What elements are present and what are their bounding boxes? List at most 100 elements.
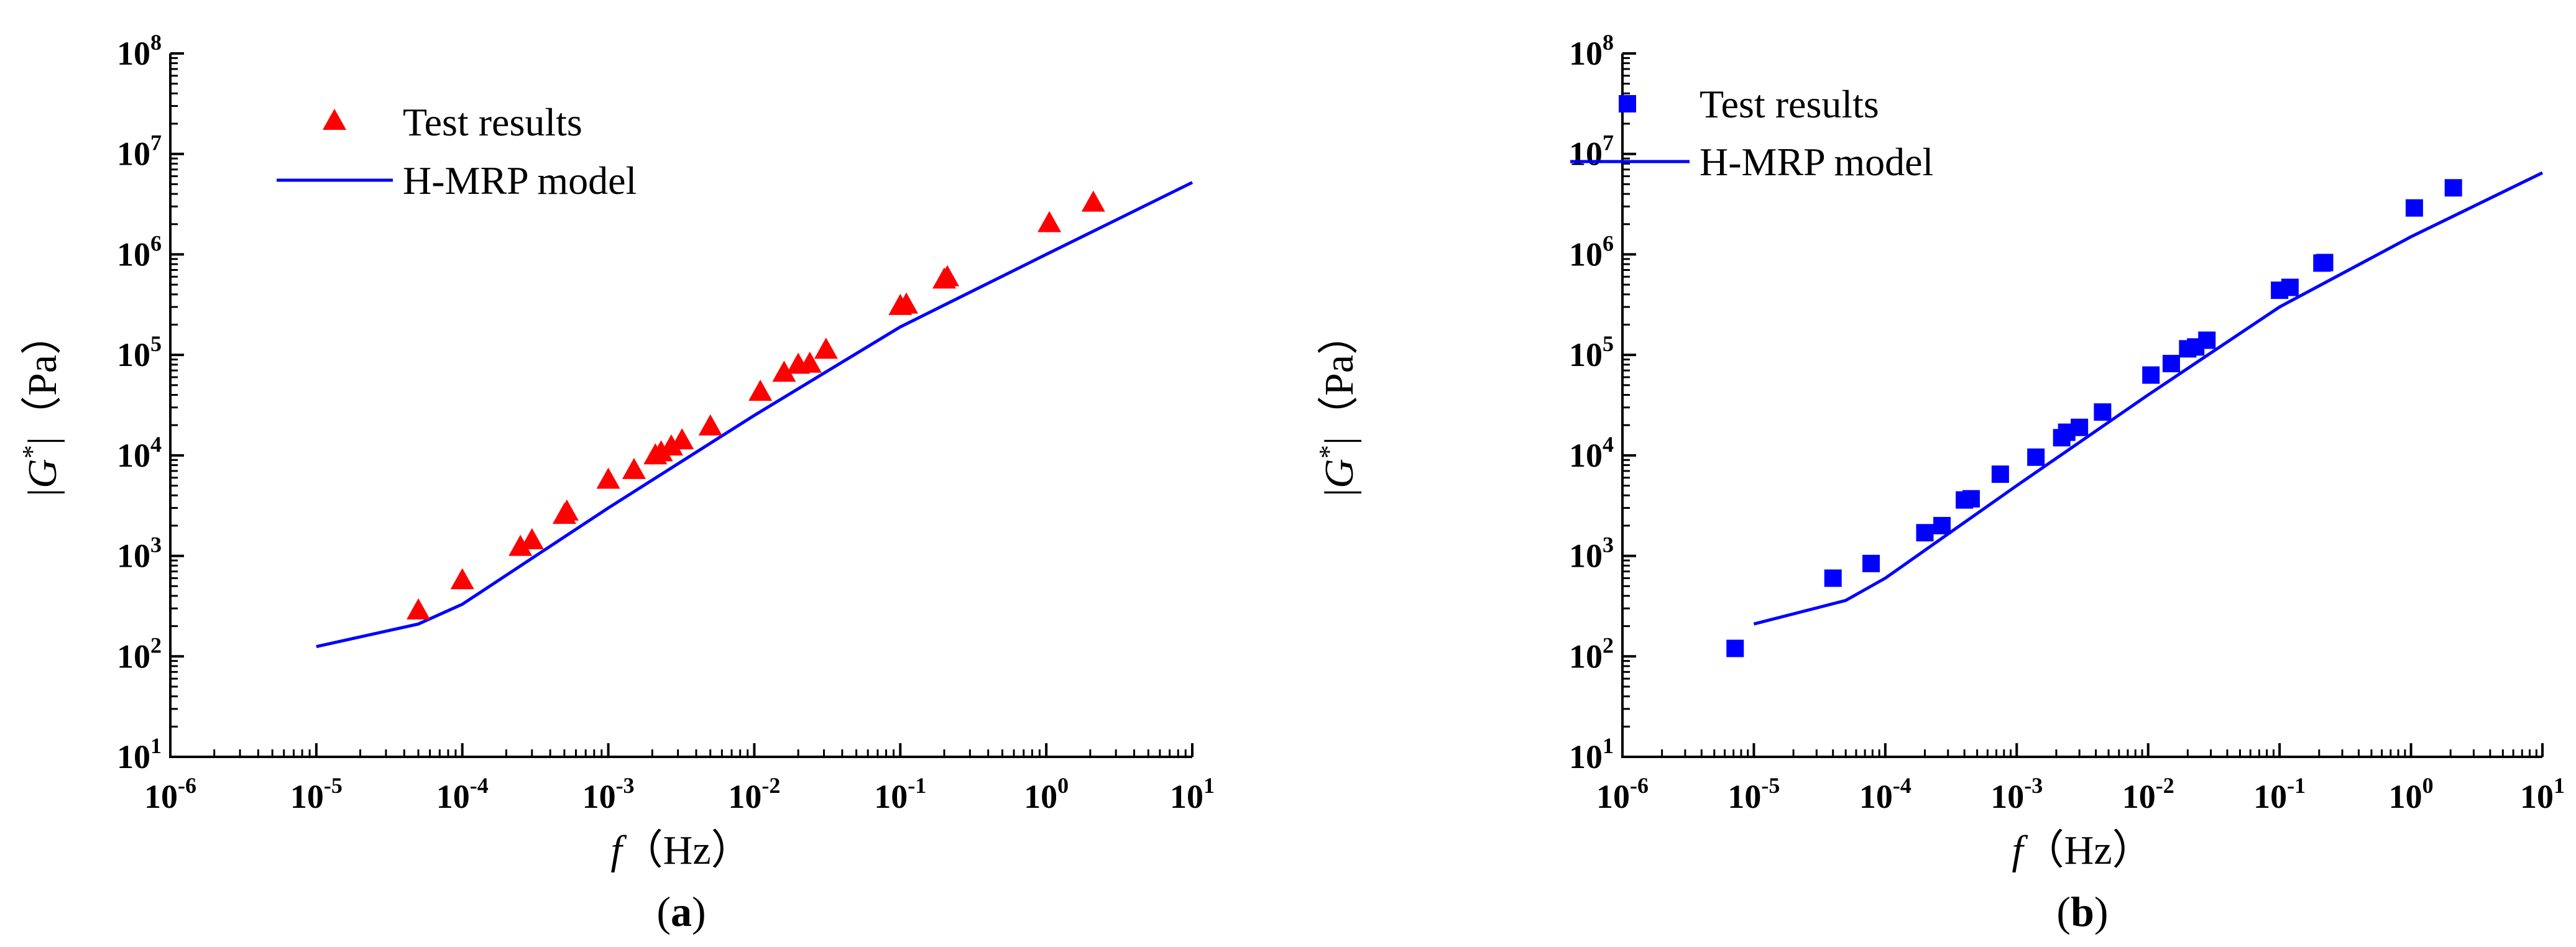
y-minor-ticks (1622, 57, 1630, 728)
y-tick-label: 103 (1569, 533, 1614, 575)
x-tick-label: 101 (2520, 773, 2565, 815)
y-axis-superscript: * (17, 445, 47, 459)
test-result-point (748, 379, 773, 401)
x-tick-base: 10 (874, 778, 908, 815)
model-line (1753, 171, 2544, 626)
legend-model-label: H-MRP model (403, 158, 637, 203)
test-result-point (2142, 366, 2160, 384)
x-tick-exponent: -5 (324, 773, 343, 798)
test-result-point (649, 440, 673, 462)
y-tick-label: 107 (1569, 130, 1614, 173)
x-tick-exponent: -1 (908, 773, 926, 798)
y-tick-base: 10 (117, 135, 150, 173)
panel-label-open: ( (656, 888, 671, 935)
y-axis-superscript: * (1313, 445, 1344, 459)
x-tick-base: 10 (2122, 778, 2156, 815)
model-line (316, 181, 1194, 649)
x-minor-ticks (1661, 749, 2537, 757)
test-result-point (2198, 331, 2216, 349)
test-result-point (2444, 179, 2462, 197)
y-axis-bar-close: | (20, 437, 65, 445)
chart-panel-a: 10-6 10-5 10-4 10-3 10-2 10-1 100 101 101102103… (17, 30, 1215, 935)
x-tick-exponent: 1 (1203, 773, 1215, 798)
test-result-point (1726, 639, 1744, 657)
y-tick-label: 101 (1569, 733, 1614, 775)
y-tick-label: 106 (1569, 231, 1614, 273)
y-tick-base: 10 (117, 35, 150, 72)
y-tick-base: 10 (117, 538, 150, 575)
y-major-ticks (170, 52, 184, 758)
test-result-markers (407, 190, 1105, 620)
x-major-ticks (169, 743, 1194, 757)
test-result-point (935, 265, 959, 286)
panel-label-letter: a (671, 888, 692, 935)
test-result-point (798, 351, 822, 373)
x-minor-ticks (213, 749, 1187, 757)
x-tick-label: 10-2 (2122, 773, 2174, 815)
y-axis-bar-close: | (1317, 437, 1362, 445)
panel-label-close: ) (2094, 888, 2109, 935)
x-tick-exponent: -6 (1630, 773, 1649, 798)
test-result-point (698, 414, 722, 436)
legend-marker-triangle (323, 109, 346, 130)
test-result-point (2027, 448, 2045, 466)
test-result-point (670, 428, 694, 450)
x-tick-base: 10 (1170, 778, 1203, 815)
y-tick-base: 10 (1569, 336, 1603, 373)
test-result-point (895, 292, 919, 314)
test-result-point (772, 360, 796, 382)
y-tick-label: 103 (117, 533, 162, 575)
x-tick-label: 10-2 (728, 773, 780, 815)
panel-label-close: ) (692, 888, 706, 935)
y-tick-base: 10 (117, 638, 150, 675)
x-tick-base: 10 (2253, 778, 2287, 815)
y-axis-variable: G (20, 459, 65, 488)
y-tick-exponent: 4 (1603, 432, 1614, 457)
x-tick-labels: 10-6 10-5 10-4 10-3 10-2 10-1 100 101 (144, 773, 1215, 815)
y-tick-exponent: 2 (1603, 633, 1614, 657)
test-result-point (1962, 490, 1980, 508)
y-tick-label: 104 (117, 432, 162, 474)
y-tick-exponent: 1 (150, 733, 162, 758)
y-axis-unit: （Pa） (20, 314, 65, 437)
test-result-point (1037, 211, 1062, 232)
x-tick-labels: 10-6 10-5 10-4 10-3 10-2 10-1 100 101 (1596, 773, 2565, 815)
test-result-point (1081, 190, 1105, 212)
y-tick-exponent: 6 (1603, 231, 1614, 255)
x-tick-label: 10-5 (290, 773, 343, 815)
test-result-point (814, 337, 838, 359)
x-tick-base: 10 (144, 778, 178, 815)
x-tick-base: 10 (728, 778, 761, 815)
y-tick-base: 10 (117, 336, 150, 373)
y-tick-label: 108 (1569, 30, 1614, 72)
x-tick-label: 10-1 (2253, 773, 2306, 815)
y-tick-exponent: 3 (1603, 533, 1614, 557)
y-tick-exponent: 7 (150, 130, 162, 155)
x-tick-exponent: -6 (178, 773, 196, 798)
y-tick-exponent: 1 (1603, 733, 1614, 758)
x-tick-exponent: -3 (2024, 773, 2043, 798)
legend-test-results-label: Test results (403, 100, 582, 144)
panel-label-open: ( (2056, 888, 2071, 935)
test-result-point (508, 534, 533, 556)
x-tick-base: 10 (2389, 778, 2422, 815)
test-result-point (520, 528, 544, 549)
y-tick-label: 105 (1569, 331, 1614, 373)
y-tick-exponent: 5 (150, 331, 162, 356)
x-tick-label: 101 (1170, 773, 1215, 815)
x-tick-base: 10 (436, 778, 470, 815)
test-result-point (2405, 199, 2423, 217)
plot-area: 10-6 10-5 10-4 10-3 10-2 10-1 100 101 101102103… (1569, 30, 2565, 815)
test-result-point (1862, 554, 1880, 572)
x-axis-unit: （Hz） (622, 828, 752, 873)
test-result-point (1916, 524, 1934, 542)
x-tick-base: 10 (1990, 778, 2024, 815)
test-result-point (2071, 418, 2089, 436)
x-tick-exponent: -3 (616, 773, 635, 798)
x-tick-exponent: -1 (2287, 773, 2306, 798)
x-tick-exponent: 0 (1057, 773, 1069, 798)
test-result-point (407, 598, 431, 620)
legend-marker-square (1619, 95, 1636, 112)
